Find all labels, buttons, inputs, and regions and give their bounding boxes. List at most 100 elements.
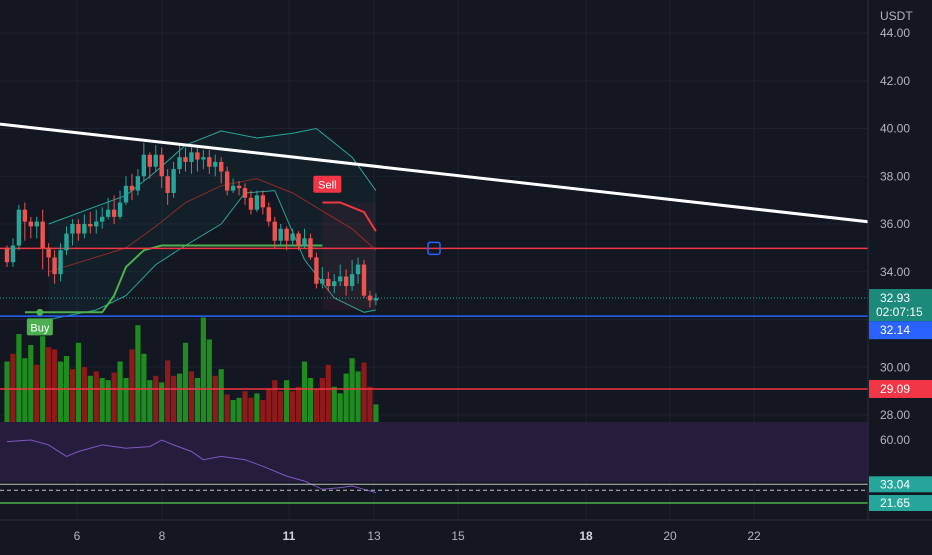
line-drag-handle[interactable] (427, 241, 441, 256)
volume-bar (52, 349, 58, 422)
volume-bar (34, 364, 40, 422)
candle-body (111, 209, 117, 217)
volume-bar (230, 400, 236, 422)
candle-body (171, 169, 176, 193)
candle-body (64, 233, 69, 251)
candle-body (355, 264, 361, 275)
horizontal-levels (0, 241, 868, 390)
bollinger-lower (48, 190, 376, 320)
volume-bar (343, 373, 349, 422)
price-tick-label: 42.00 (880, 74, 910, 88)
candle-body (367, 295, 373, 301)
candle-body (10, 245, 16, 263)
volume-bar (224, 394, 230, 422)
date-tick-label: 22 (747, 529, 761, 543)
candle-body (343, 276, 349, 287)
candle-body (135, 176, 141, 191)
price-tick-label: 44.00 (880, 26, 910, 40)
date-tick-label: 6 (74, 529, 81, 543)
green-stop-line (24, 244, 323, 314)
signals: Buy Sell (26, 175, 342, 336)
volume-bar (290, 391, 296, 422)
volume-bar (16, 334, 22, 422)
volume-bar (206, 339, 212, 422)
candle-body (52, 257, 57, 275)
sell-zone (322, 202, 376, 310)
candle-body (207, 157, 212, 167)
candle-body (34, 221, 39, 227)
rsi-level-2-label: 21.65 (880, 496, 910, 510)
volume-bar (81, 367, 87, 422)
candle-body (165, 176, 170, 193)
volume-bar (325, 364, 331, 422)
sell-label-box (313, 175, 342, 193)
candle-body (338, 276, 343, 282)
candle-body (183, 157, 188, 162)
volume-bar (260, 400, 266, 422)
rsi-panel (0, 422, 868, 504)
volume-bar (176, 373, 183, 422)
volume-bar (361, 362, 367, 422)
volume-bar (153, 375, 159, 422)
volume-bar (349, 358, 355, 422)
candle-body (58, 250, 63, 275)
candle-body (94, 221, 99, 227)
volume-bar (46, 347, 52, 422)
red-stop-line (322, 201, 377, 232)
volume-bar (117, 361, 123, 422)
rsi-tick-label: 60.00 (880, 433, 910, 447)
buy-marker (36, 308, 44, 316)
candle-body (195, 152, 200, 160)
red-level-label: 29.09 (880, 382, 910, 396)
trendline-line[interactable] (0, 122, 869, 224)
candle-body (82, 224, 87, 234)
volume-bar (373, 404, 379, 422)
candle-body (213, 161, 218, 167)
volume-bar (212, 375, 218, 422)
candle-body (40, 221, 45, 248)
candle-body (254, 195, 260, 210)
candle-body (201, 157, 206, 160)
volume-bar (40, 336, 46, 422)
candle-body (70, 224, 75, 234)
candle-body (159, 154, 164, 177)
volume-bar (147, 380, 153, 422)
volume-bar (105, 380, 111, 422)
volume-bar (135, 325, 141, 422)
volume-bar (266, 389, 272, 422)
volume-bar (284, 380, 290, 422)
volume-bar (22, 358, 28, 422)
price-tick-label: 30.00 (880, 360, 910, 374)
candle-body (296, 233, 301, 246)
volume-bar (218, 369, 224, 422)
candle-body (373, 298, 379, 301)
volume-bar (200, 317, 206, 422)
stop-lines (24, 201, 377, 314)
volume-bar (129, 349, 135, 422)
candle-body (266, 207, 271, 222)
volume-bar (93, 371, 99, 422)
price-tick-label: 36.00 (880, 217, 910, 231)
candle-body (46, 247, 51, 258)
candle-body (272, 221, 277, 241)
volume-bar (313, 389, 319, 422)
candle-body (224, 171, 230, 191)
candle-body (361, 264, 367, 296)
volume-bar (4, 361, 10, 422)
rsi-level-2-label-box (869, 495, 932, 511)
candle-body (22, 209, 28, 222)
candle-body (123, 185, 129, 203)
volume-bar (111, 372, 117, 422)
price-axis-background (868, 0, 932, 550)
candle-body (88, 224, 93, 227)
candle-body (153, 154, 158, 167)
rsi-background (0, 422, 868, 482)
candle-body (302, 238, 307, 246)
blue-level-label-box (869, 321, 932, 340)
volume-bar (254, 393, 260, 422)
bollinger-upper (48, 127, 377, 225)
volume-bar (236, 397, 242, 422)
candle-body (141, 154, 147, 177)
